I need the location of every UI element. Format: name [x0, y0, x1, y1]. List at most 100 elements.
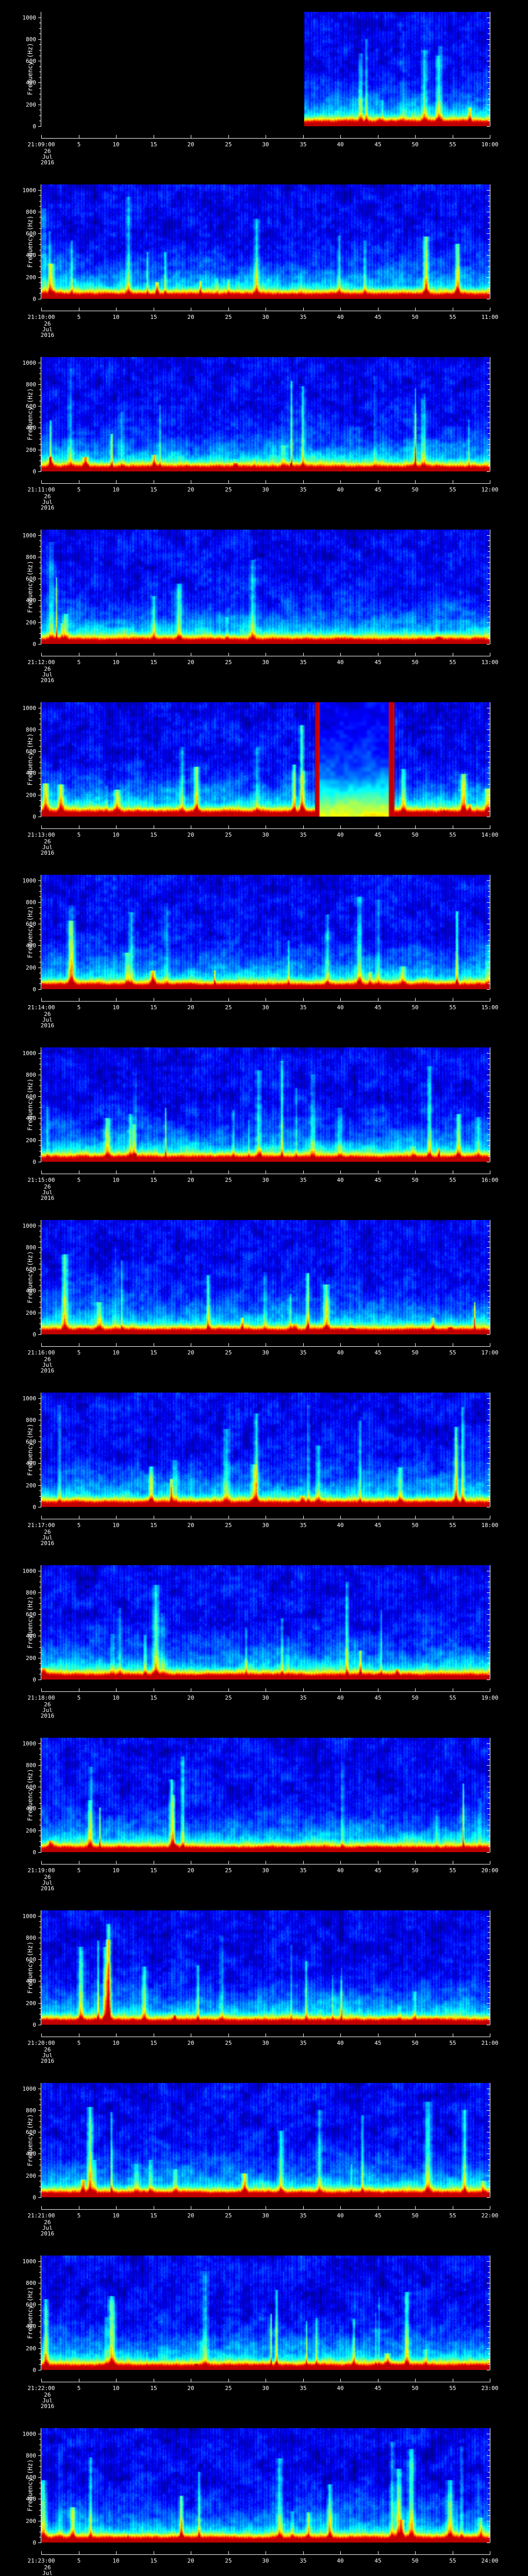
x-axis-label: 50 [411, 832, 419, 838]
x-axis-tick [116, 825, 117, 829]
x-axis-label: 35 [300, 2557, 307, 2564]
x-axis-tick [415, 2551, 416, 2555]
y-axis-tick [38, 1334, 41, 1335]
x-axis-tick [340, 2379, 341, 2382]
x-axis-tick [415, 1861, 416, 1865]
date-part: 2016 [40, 504, 55, 511]
spectrogram-panel: 0 200 400 600 800 1000 Frequency (Hz) 21:18:00 5… [0, 1553, 528, 1726]
y-axis-tick [39, 1970, 41, 1971]
spectrogram-panel: 0 200 400 600 800 1000 Frequency (Hz) 21:19:00 5… [0, 1726, 528, 1899]
y-axis-tick-right [488, 1770, 490, 1771]
y-axis-tick-right [488, 266, 490, 267]
y-axis-tick-right [488, 1236, 490, 1237]
y-axis-tick-right [488, 195, 490, 196]
x-axis-tick [228, 1688, 229, 1692]
y-axis-tick [39, 1496, 41, 1497]
y-axis-tick [39, 1436, 41, 1437]
x-axis-tick [303, 2206, 304, 2210]
x-axis-label: 50 [411, 2385, 419, 2392]
y-axis-tick-right [488, 2359, 490, 2360]
x-axis-label: 35 [300, 659, 307, 666]
y-axis-label: 200 [26, 2173, 36, 2179]
y-axis-tick-right [488, 1954, 490, 1955]
y-axis-tick [38, 2477, 41, 2478]
x-axis-tick [340, 480, 341, 484]
y-axis-tick-right [488, 1296, 490, 1297]
x-axis-tick [116, 135, 117, 139]
x-axis-label: 40 [337, 141, 344, 148]
y-axis-tick [39, 1236, 41, 1237]
x-axis-label: 30 [262, 659, 269, 666]
x-axis-tick [303, 2033, 304, 2037]
y-axis-tick-right [488, 2008, 490, 2009]
y-axis-label: 0 [32, 296, 36, 302]
x-axis-label: 30 [262, 1522, 269, 1529]
x-axis-label: 15 [150, 832, 157, 838]
y-axis-tick [39, 282, 41, 283]
x-axis-label: 40 [337, 1867, 344, 1874]
x-axis-label: 55 [449, 659, 456, 666]
x-axis-label: 10 [112, 2385, 120, 2392]
x-axis-label: 5 [77, 2385, 81, 2392]
x-axis-tick [415, 1343, 416, 1347]
y-axis-label: 200 [26, 274, 36, 281]
x-axis-label: 35 [300, 1867, 307, 1874]
y-axis-tick-right [488, 540, 490, 541]
y-axis-tick [39, 1603, 41, 1604]
y-axis-tick-right [488, 1129, 490, 1130]
y-axis-label: 200 [26, 1310, 36, 1316]
x-axis-label: 55 [449, 2212, 456, 2219]
x-axis-label: 15 [150, 1867, 157, 1874]
x-axis-label: 35 [300, 1694, 307, 1701]
y-axis-label: 800 [26, 1762, 36, 1769]
x-axis-end-label: 14:00 [481, 832, 499, 838]
y-axis-tick [38, 1485, 41, 1486]
y-axis-tick-right [487, 1743, 490, 1744]
y-axis-tick [39, 1409, 41, 1410]
y-axis-tick [38, 1916, 41, 1917]
y-axis-tick [39, 77, 41, 78]
x-axis-end-label: 20:00 [481, 1867, 499, 1874]
x-axis-tick [303, 1343, 304, 1347]
y-axis-tick [38, 233, 41, 234]
y-axis-tick-right [488, 891, 490, 892]
y-axis-title: Frequency (Hz) [26, 2286, 34, 2339]
x-axis-tick [415, 1516, 416, 1519]
x-axis-tick [228, 1171, 229, 1174]
x-axis-tick [116, 2551, 117, 2555]
y-axis-tick-right [488, 1921, 490, 1922]
date-part: Jul [42, 154, 53, 160]
y-axis-label: 800 [26, 1935, 36, 1941]
y-axis-tick [38, 471, 41, 472]
x-axis-label: 40 [337, 314, 344, 320]
y-axis-tick [39, 422, 41, 423]
x-axis-label: 55 [449, 1867, 456, 1874]
date-part: 2016 [40, 1885, 55, 1892]
y-axis-tick [39, 573, 41, 574]
x-axis-end-label: 16:00 [481, 1177, 499, 1183]
y-axis-label: 1000 [22, 1913, 37, 1920]
x-axis-label: 10 [112, 1867, 120, 1874]
y-axis-tick-right [488, 389, 490, 390]
y-axis-label: 600 [26, 921, 36, 927]
x-axis-start-label: 21:12:00 [27, 659, 55, 666]
x-axis-label: 15 [150, 1522, 157, 1529]
x-axis-tick [116, 1343, 117, 1347]
y-axis-tick [39, 2526, 41, 2527]
x-axis-label: 55 [449, 2385, 456, 2392]
y-axis-tick-right [488, 1496, 490, 1497]
x-axis-label: 15 [150, 314, 157, 320]
x-axis-label: 15 [150, 2212, 157, 2219]
y-axis-tick [39, 293, 41, 294]
spectrogram-plot-area [41, 2428, 490, 2543]
y-axis-tick [38, 600, 41, 601]
x-axis-label: 5 [77, 1004, 81, 1011]
y-axis-tick-right [488, 2364, 490, 2365]
y-axis-tick [39, 228, 41, 229]
y-axis-label: 600 [26, 1611, 36, 1618]
y-axis-tick [39, 1069, 41, 1070]
x-axis-end-label: 15:00 [481, 1004, 499, 1011]
x-axis-tick [415, 308, 416, 311]
